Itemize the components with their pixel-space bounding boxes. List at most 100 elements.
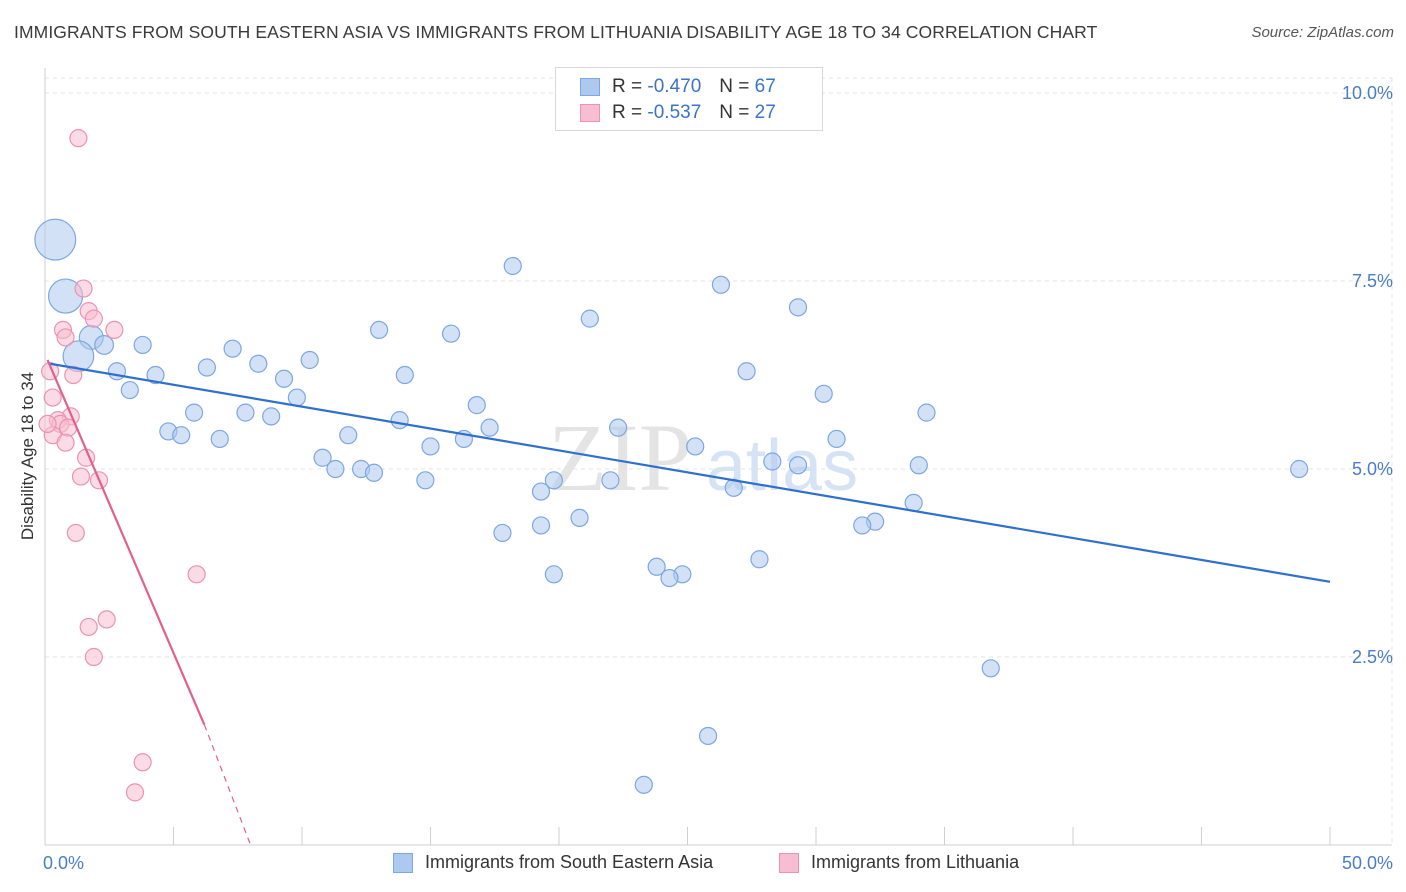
point-south-eastern-asia-14 — [287, 388, 306, 407]
point-south-eastern-asia-40 — [686, 437, 705, 456]
point-south-eastern-asia-45 — [763, 452, 782, 471]
y-tick-label-1: 5.0% — [1352, 459, 1393, 479]
point-south-eastern-asia-10 — [197, 358, 217, 377]
point-lithuania-20 — [187, 565, 206, 584]
point-south-eastern-asia-5 — [133, 335, 152, 355]
point-south-eastern-asia-26 — [339, 426, 358, 445]
series-label-lithuania: Immigrants from Lithuania — [811, 852, 1020, 872]
legend-row-south-eastern-asia: R = -0.470 N = 67 — [580, 74, 776, 100]
y-tick-label-3: 10.0% — [1342, 83, 1393, 103]
x-tick-labels: 0.0% 50.0% — [43, 853, 1393, 873]
point-lithuania-21 — [97, 610, 116, 629]
point-south-eastern-asia-47 — [814, 384, 833, 403]
point-south-eastern-asia-18 — [580, 309, 599, 328]
point-south-eastern-asia-37 — [544, 471, 563, 490]
point-south-eastern-asia-57 — [570, 508, 589, 527]
point-south-eastern-asia-22 — [262, 407, 281, 426]
point-lithuania-19 — [66, 523, 85, 543]
point-lithuania-22 — [79, 617, 98, 637]
point-lithuania-1 — [74, 279, 93, 298]
point-south-eastern-asia-27 — [390, 411, 409, 430]
stats-legend: R = -0.470 N = 67 R = -0.537 N = 27 — [555, 67, 823, 131]
point-south-eastern-asia-29 — [480, 418, 499, 437]
point-south-eastern-asia-44 — [788, 298, 808, 317]
y-tick-label-2: 7.5% — [1352, 271, 1393, 291]
point-south-eastern-asia-41 — [531, 482, 551, 501]
point-south-eastern-asia-43 — [737, 362, 756, 381]
point-south-eastern-asia-65 — [698, 726, 718, 746]
point-south-eastern-asia-32 — [313, 448, 332, 467]
point-south-eastern-asia-17 — [503, 256, 522, 276]
legend-row-lithuania: R = -0.537 N = 27 — [580, 100, 776, 126]
series-legend: Immigrants from South Eastern Asia Immig… — [0, 852, 1406, 878]
legend-r-label: R = — [612, 76, 643, 97]
legend-r-value: -0.537 — [647, 102, 702, 123]
point-south-eastern-asia-35 — [364, 463, 384, 482]
point-south-eastern-asia-42 — [711, 275, 731, 294]
point-south-eastern-asia-21 — [236, 403, 255, 422]
point-south-eastern-asia-63 — [1290, 459, 1309, 479]
trend-lines — [46, 359, 1331, 846]
point-south-eastern-asia-24 — [172, 426, 191, 445]
chart-title: IMMIGRANTS FROM SOUTH EASTERN ASIA VS IM… — [14, 22, 1098, 42]
point-south-eastern-asia-16 — [441, 324, 461, 343]
point-south-eastern-asia-36 — [416, 471, 435, 490]
point-south-eastern-asia-48 — [827, 429, 846, 449]
point-south-eastern-asia-55 — [493, 523, 512, 543]
legend-n-value: 27 — [754, 102, 776, 123]
legend-n-label: N = — [719, 102, 750, 123]
series-lithuania-points — [38, 129, 206, 802]
point-lithuania-8 — [64, 365, 83, 385]
point-south-eastern-asia-39 — [601, 471, 620, 490]
point-south-eastern-asia-7 — [146, 365, 165, 385]
point-south-eastern-asia-66 — [634, 775, 653, 794]
series-south-eastern-asia-points — [34, 218, 1309, 794]
point-south-eastern-asia-59 — [647, 557, 666, 576]
point-south-eastern-asia-12 — [274, 369, 294, 388]
legend-r-label: R = — [612, 102, 643, 123]
point-lithuania-3 — [84, 309, 103, 328]
point-south-eastern-asia-13 — [300, 350, 319, 370]
point-south-eastern-asia-62 — [750, 550, 769, 569]
point-south-eastern-asia-46 — [788, 456, 808, 475]
point-south-eastern-asia-31 — [421, 437, 440, 456]
point-lithuania-9 — [43, 388, 62, 407]
point-south-eastern-asia-38 — [609, 418, 628, 437]
y-tick-labels: 2.5% 5.0% 7.5% 10.0% — [1342, 83, 1393, 667]
point-lithuania-23 — [84, 647, 103, 667]
point-south-eastern-asia-0 — [34, 218, 77, 261]
point-lithuania-4 — [105, 320, 124, 340]
legend-swatch-pink — [580, 104, 600, 122]
point-lithuania-0 — [69, 129, 88, 148]
point-south-eastern-asia-49 — [917, 403, 936, 422]
point-lithuania-15 — [56, 433, 75, 452]
trend-line-south-eastern-asia — [49, 362, 1331, 583]
point-south-eastern-asia-4 — [94, 334, 115, 355]
x-tick-label-max: 50.0% — [1342, 853, 1393, 873]
series-swatch-blue — [393, 852, 413, 873]
axes — [44, 68, 1392, 846]
series-legend-lithuania: Immigrants from Lithuania — [779, 852, 1019, 873]
series-legend-south-eastern-asia: Immigrants from South Eastern Asia — [393, 852, 713, 873]
series-label-south-eastern-asia: Immigrants from South Eastern Asia — [425, 852, 714, 872]
point-south-eastern-asia-11 — [249, 354, 268, 373]
point-south-eastern-asia-56 — [531, 516, 551, 535]
point-south-eastern-asia-28 — [467, 396, 486, 415]
legend-n-label: N = — [719, 76, 750, 97]
point-south-eastern-asia-64 — [981, 659, 1000, 678]
point-south-eastern-asia-50 — [909, 456, 928, 475]
point-south-eastern-asia-9 — [223, 339, 242, 358]
x-tick-label-min: 0.0% — [43, 853, 84, 873]
point-south-eastern-asia-54 — [853, 516, 872, 535]
source-credit: Source: ZipAtlas.com — [1251, 24, 1394, 41]
point-south-eastern-asia-8 — [120, 380, 139, 400]
point-lithuania-24 — [133, 753, 152, 772]
trend-line-lithuania-extension — [203, 724, 252, 846]
point-south-eastern-asia-58 — [544, 565, 563, 584]
point-south-eastern-asia-20 — [184, 403, 204, 422]
y-tick-label-0: 2.5% — [1352, 647, 1393, 667]
point-south-eastern-asia-61 — [660, 568, 679, 588]
point-south-eastern-asia-25 — [210, 429, 229, 449]
legend-n-value: 67 — [754, 76, 776, 97]
